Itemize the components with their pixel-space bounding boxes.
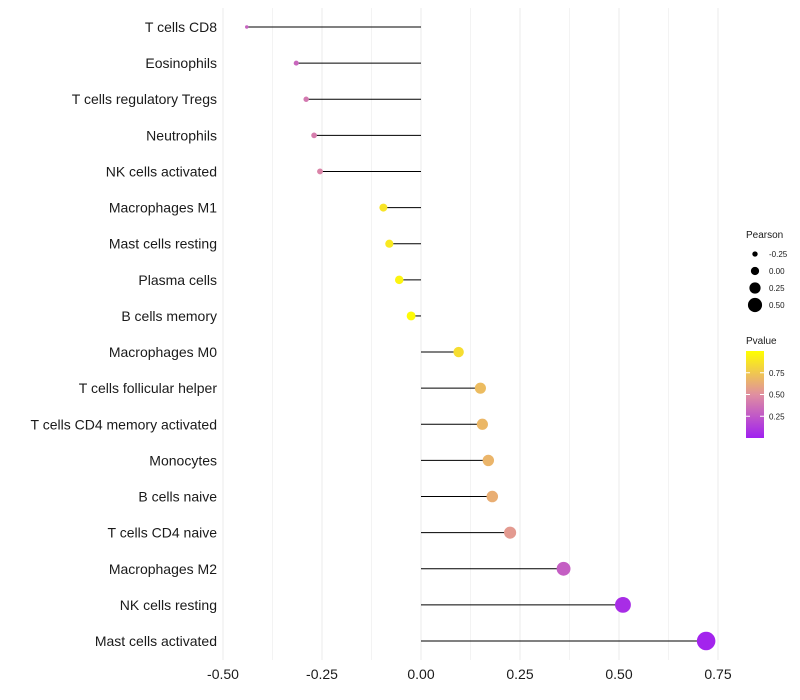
category-label: NK cells activated — [106, 163, 217, 179]
lollipop-point — [245, 25, 249, 29]
lollipop-point — [394, 275, 404, 285]
x-tick-label: 0.00 — [407, 666, 434, 682]
pearson-legend-key — [750, 266, 760, 276]
lollipop-point — [293, 60, 299, 66]
pearson-legend-label: -0.25 — [769, 250, 788, 259]
lollipop-point — [556, 561, 571, 576]
x-tick-label: -0.50 — [207, 666, 239, 682]
category-label: T cells CD4 naive — [108, 525, 218, 541]
pvalue-legend-label: 0.75 — [769, 369, 785, 378]
pvalue-legend-label: 0.25 — [769, 412, 785, 421]
lollipop-point — [474, 382, 486, 394]
pearson-legend-title: Pearson — [746, 230, 783, 241]
x-tick-label: -0.25 — [306, 666, 338, 682]
lollipop-points — [245, 25, 716, 651]
pvalue-color-legend: Pvalue 0.75 0.50 0.25 — [746, 336, 785, 438]
category-label: Mast cells activated — [95, 633, 217, 649]
category-label: B cells memory — [121, 308, 217, 324]
lollipop-point — [379, 203, 388, 212]
lollipop-point — [486, 490, 499, 503]
category-label: Macrophages M0 — [109, 344, 217, 360]
category-label: Plasma cells — [138, 272, 217, 288]
lollipop-stems — [246, 26, 707, 642]
pearson-legend-label: 0.50 — [769, 301, 785, 310]
category-label: T cells follicular helper — [79, 380, 218, 396]
category-label: Neutrophils — [146, 127, 217, 143]
lollipop-point — [476, 418, 488, 430]
lollipop-point — [311, 132, 317, 139]
x-tick-label: 0.25 — [506, 666, 533, 682]
category-label: NK cells resting — [120, 597, 217, 613]
lollipop-point — [615, 596, 631, 613]
category-label: Eosinophils — [145, 55, 217, 71]
lollipop-point — [453, 346, 464, 358]
category-label: T cells regulatory Tregs — [72, 91, 217, 107]
x-tick-label: 0.75 — [704, 666, 731, 682]
category-label: Monocytes — [149, 452, 217, 468]
pearson-legend-key — [752, 251, 758, 257]
category-label: T cells CD4 memory activated — [31, 416, 217, 432]
pvalue-colorbar — [746, 351, 764, 438]
lollipop-point — [696, 631, 716, 651]
pearson-legend-key — [749, 282, 761, 294]
lollipop-point — [317, 168, 323, 175]
pearson-size-legend: Pearson -0.25 0.00 0.25 0.50 — [746, 230, 788, 313]
lollipop-point — [385, 239, 394, 248]
category-label: Mast cells resting — [109, 236, 217, 252]
x-axis-ticks: -0.50 -0.25 0.00 0.25 0.50 0.75 — [207, 666, 732, 682]
lollipop-point — [303, 96, 309, 102]
lollipop-point — [482, 454, 495, 467]
x-tick-label: 0.50 — [605, 666, 632, 682]
lollipop-point — [504, 526, 517, 539]
category-label: B cells naive — [138, 489, 217, 505]
pearson-legend-key — [747, 297, 763, 313]
grid-lines — [222, 8, 719, 660]
pvalue-legend-title: Pvalue — [746, 336, 777, 347]
pearson-legend-label: 0.25 — [769, 284, 785, 293]
lollipop-point — [406, 311, 416, 321]
pvalue-legend-label: 0.50 — [769, 391, 785, 400]
category-label: Macrophages M2 — [109, 561, 217, 577]
category-labels: T cells CD8 Eosinophils T cells regulatory… — [31, 19, 218, 649]
pearson-legend-label: 0.00 — [769, 267, 785, 276]
category-label: Macrophages M1 — [109, 200, 217, 216]
category-label: T cells CD8 — [145, 19, 217, 35]
